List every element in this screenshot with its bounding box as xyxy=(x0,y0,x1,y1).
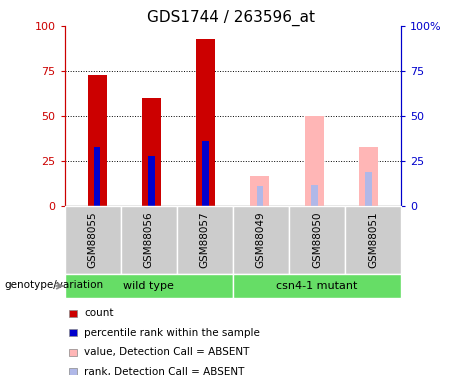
Bar xyxy=(257,186,263,206)
Text: GDS1744 / 263596_at: GDS1744 / 263596_at xyxy=(147,9,314,26)
Text: GSM88049: GSM88049 xyxy=(256,211,266,268)
Text: csn4-1 mutant: csn4-1 mutant xyxy=(276,281,358,291)
Text: GSM88057: GSM88057 xyxy=(200,211,210,268)
Bar xyxy=(148,156,155,206)
Bar xyxy=(250,176,269,206)
Bar xyxy=(196,39,215,206)
Text: count: count xyxy=(84,308,114,318)
Bar xyxy=(365,172,372,206)
Bar xyxy=(311,184,318,206)
Bar xyxy=(202,141,209,206)
Bar xyxy=(94,147,100,206)
Text: genotype/variation: genotype/variation xyxy=(5,280,104,290)
Bar xyxy=(305,116,324,206)
Text: rank, Detection Call = ABSENT: rank, Detection Call = ABSENT xyxy=(84,367,245,375)
Text: GSM88051: GSM88051 xyxy=(368,211,378,268)
Bar xyxy=(359,147,378,206)
Bar xyxy=(142,98,161,206)
Text: value, Detection Call = ABSENT: value, Detection Call = ABSENT xyxy=(84,347,250,357)
Bar xyxy=(88,75,106,206)
Text: percentile rank within the sample: percentile rank within the sample xyxy=(84,328,260,338)
Text: GSM88055: GSM88055 xyxy=(88,211,98,268)
Text: GSM88056: GSM88056 xyxy=(144,211,154,268)
Text: wild type: wild type xyxy=(123,281,174,291)
Text: GSM88050: GSM88050 xyxy=(312,212,322,268)
